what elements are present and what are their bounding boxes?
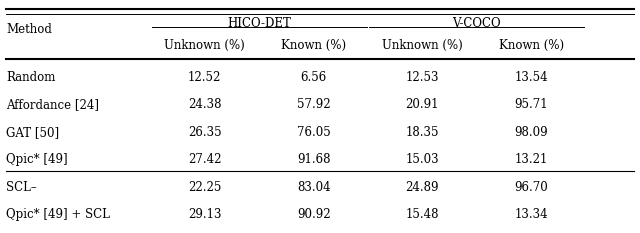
Text: 91.68: 91.68: [297, 153, 330, 166]
Text: 22.25: 22.25: [188, 181, 221, 194]
Text: 29.13: 29.13: [188, 208, 221, 221]
Text: 15.03: 15.03: [406, 153, 439, 166]
Text: GAT [50]: GAT [50]: [6, 126, 60, 139]
Text: 90.92: 90.92: [297, 208, 330, 221]
Text: Random: Random: [6, 71, 56, 84]
Text: 27.42: 27.42: [188, 153, 221, 166]
Text: Method: Method: [6, 23, 52, 36]
Text: Known (%): Known (%): [281, 39, 346, 51]
Text: Qpic* [49]: Qpic* [49]: [6, 153, 68, 166]
Text: 83.04: 83.04: [297, 181, 330, 194]
Text: 76.05: 76.05: [297, 126, 330, 139]
Text: 13.21: 13.21: [515, 153, 548, 166]
Text: 24.38: 24.38: [188, 98, 221, 111]
Text: Affordance [24]: Affordance [24]: [6, 98, 99, 111]
Text: 12.52: 12.52: [188, 71, 221, 84]
Text: 26.35: 26.35: [188, 126, 221, 139]
Text: HICO-DET: HICO-DET: [227, 17, 291, 30]
Text: 13.54: 13.54: [515, 71, 548, 84]
Text: 24.89: 24.89: [406, 181, 439, 194]
Text: 95.71: 95.71: [515, 98, 548, 111]
Text: SCL–: SCL–: [6, 181, 37, 194]
Text: 13.34: 13.34: [515, 208, 548, 221]
Text: 6.56: 6.56: [300, 71, 327, 84]
Text: Unknown (%): Unknown (%): [164, 39, 245, 51]
Text: 57.92: 57.92: [297, 98, 330, 111]
Text: 12.53: 12.53: [406, 71, 439, 84]
Text: 15.48: 15.48: [406, 208, 439, 221]
Text: V-COCO: V-COCO: [452, 17, 501, 30]
Text: 98.09: 98.09: [515, 126, 548, 139]
Text: Known (%): Known (%): [499, 39, 564, 51]
Text: 18.35: 18.35: [406, 126, 439, 139]
Text: Qpic* [49] + SCL: Qpic* [49] + SCL: [6, 208, 110, 221]
Text: 96.70: 96.70: [515, 181, 548, 194]
Text: 20.91: 20.91: [406, 98, 439, 111]
Text: Unknown (%): Unknown (%): [382, 39, 463, 51]
